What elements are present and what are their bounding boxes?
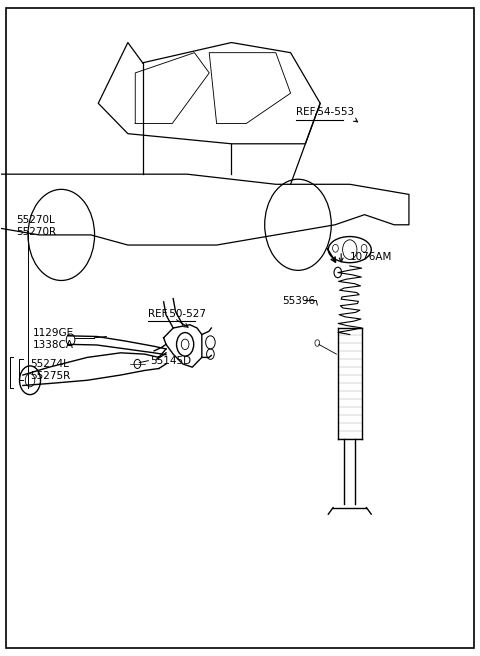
Text: 55396: 55396: [282, 296, 315, 306]
Text: REF.50-527: REF.50-527: [148, 308, 206, 319]
Text: 1076AM: 1076AM: [350, 253, 392, 262]
Text: REF.54-553: REF.54-553: [296, 108, 354, 117]
Text: 1129GE
1338CA: 1129GE 1338CA: [33, 328, 73, 350]
Text: 55145D: 55145D: [150, 356, 191, 366]
Text: 55270L
55270R: 55270L 55270R: [17, 215, 57, 237]
Text: 55274L
55275R: 55274L 55275R: [30, 359, 70, 381]
